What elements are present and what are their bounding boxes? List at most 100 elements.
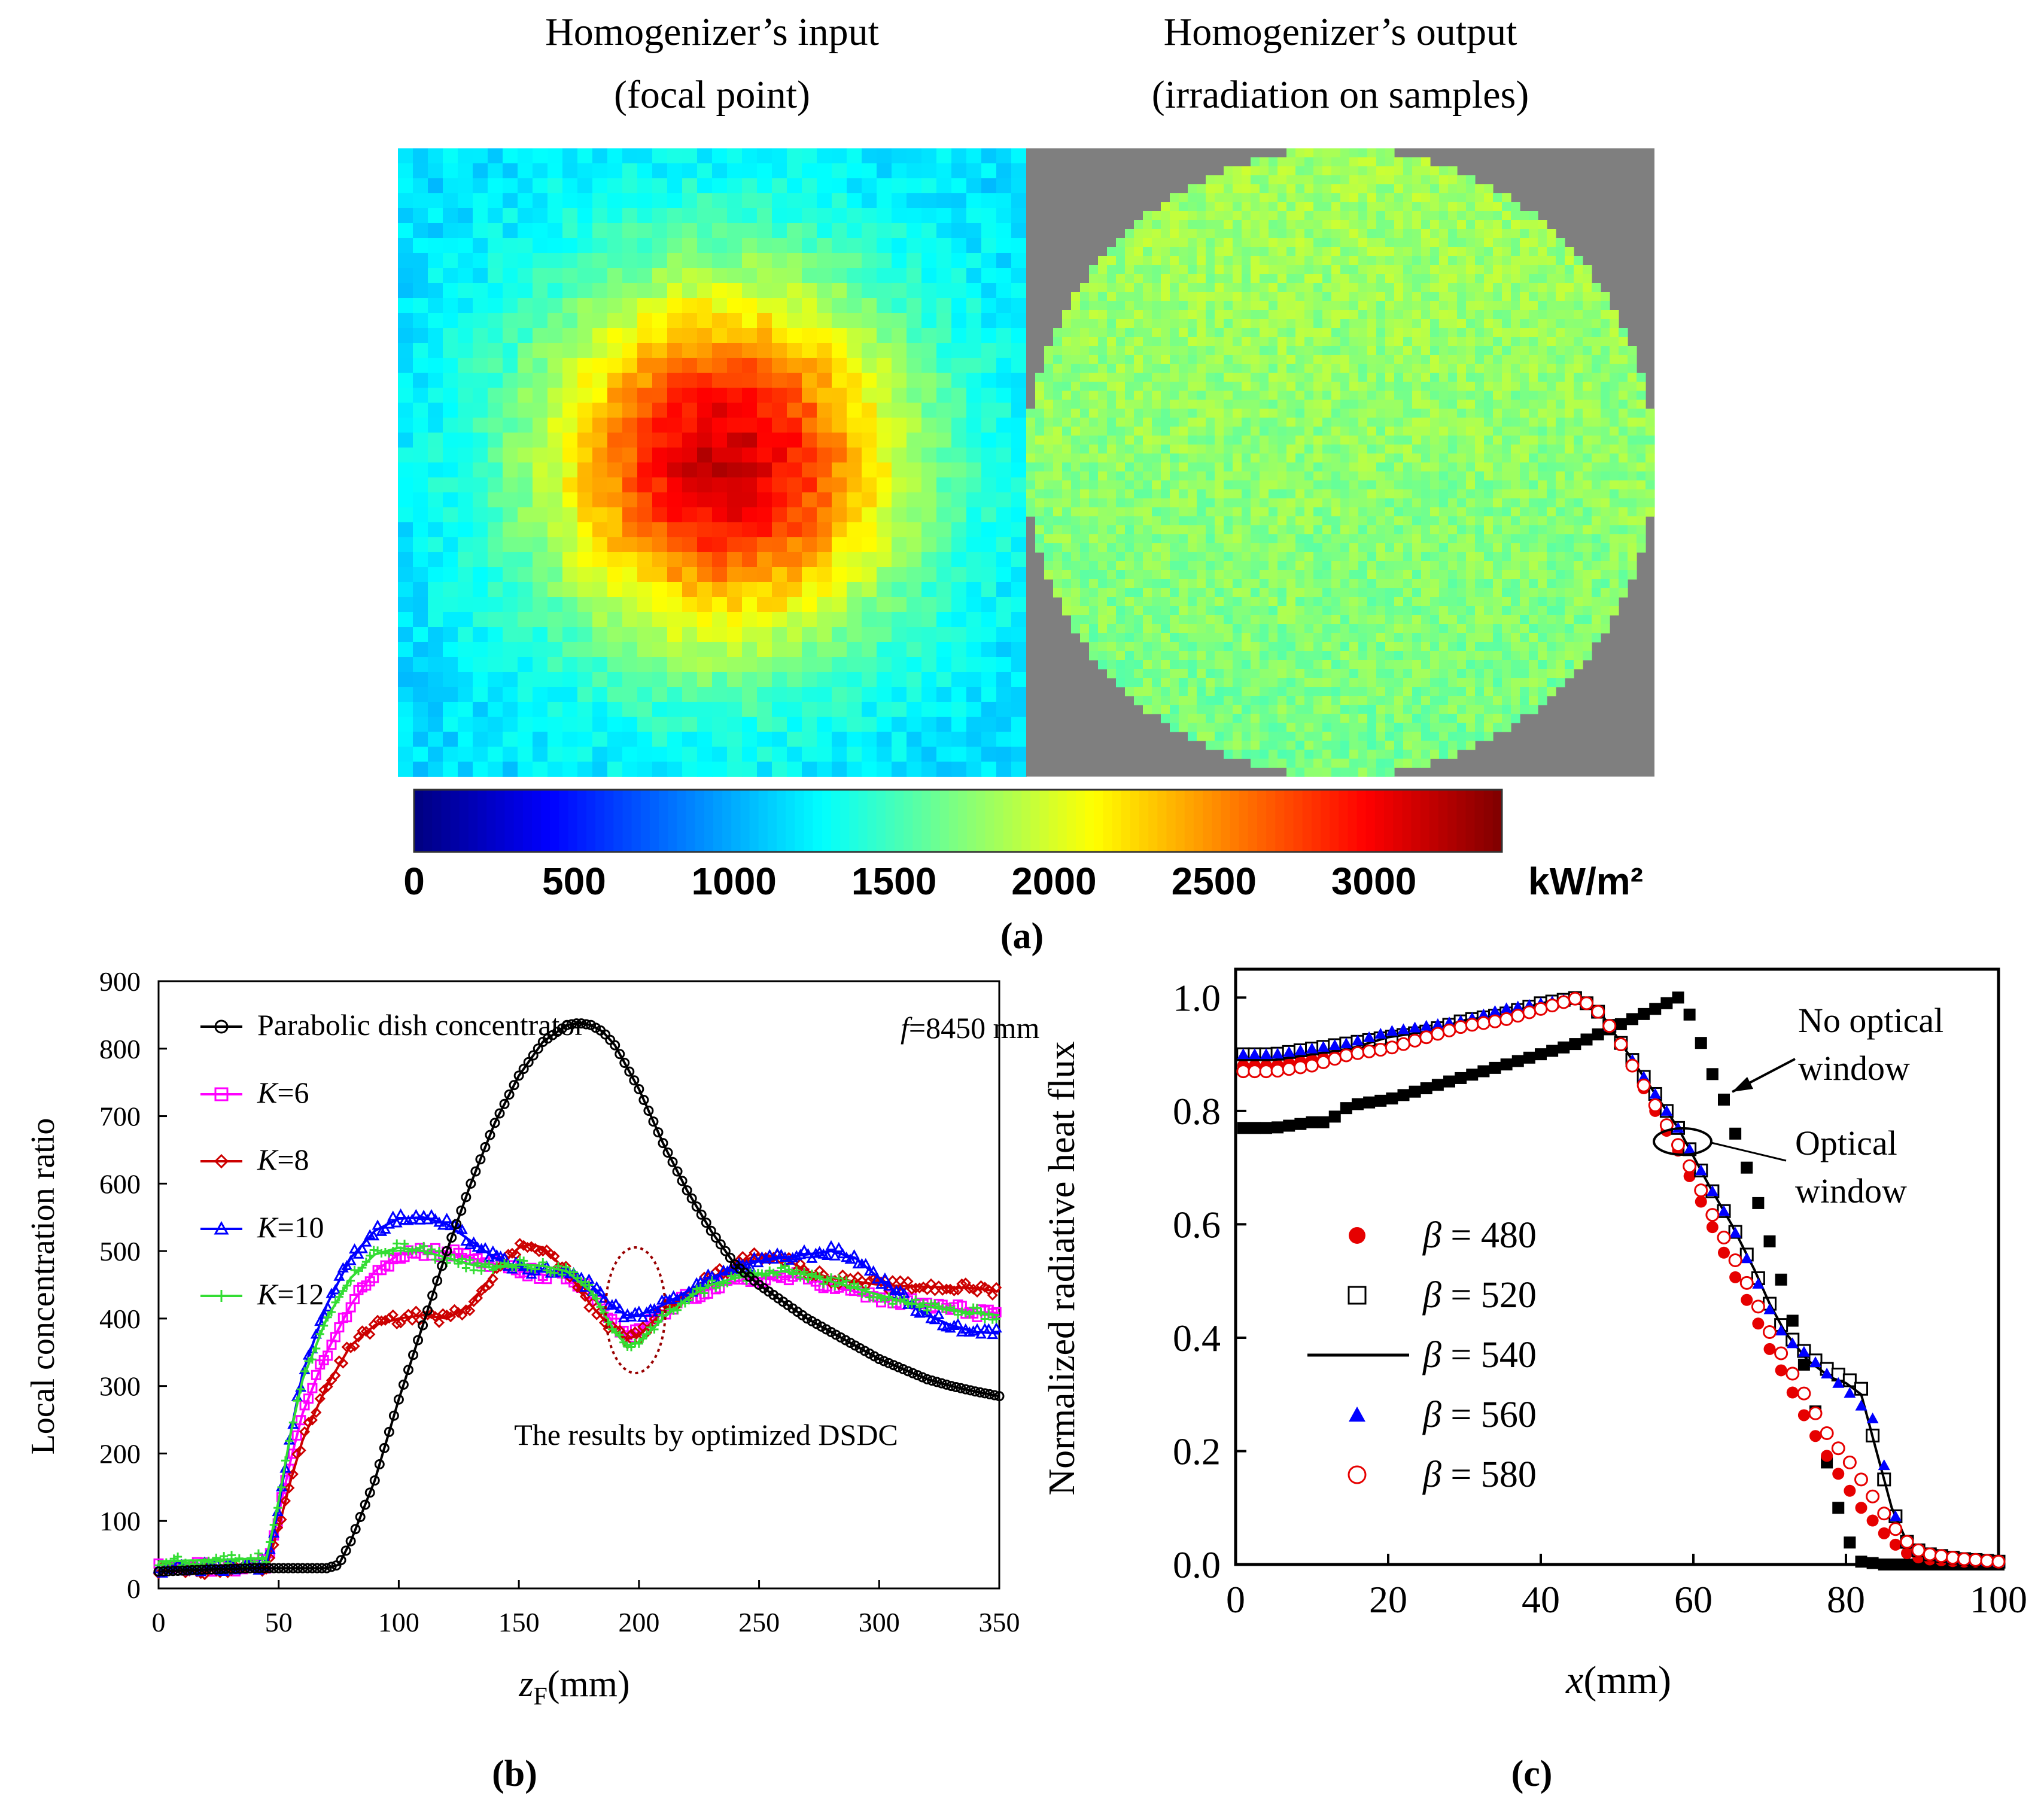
input-heatmap-cell — [592, 672, 608, 687]
input-heatmap-cell — [518, 747, 533, 762]
input-heatmap-cell — [637, 582, 653, 598]
output-heatmap-cell — [1242, 606, 1251, 616]
input-heatmap-cell — [607, 193, 623, 209]
output-heatmap-cell — [1322, 400, 1332, 409]
output-heatmap-cell — [1044, 364, 1054, 373]
output-heatmap-cell — [1134, 301, 1143, 311]
output-heatmap-cell — [1421, 256, 1431, 266]
output-heatmap-cell — [1278, 292, 1287, 302]
output-heatmap-cell — [1107, 606, 1117, 616]
output-heatmap-cell — [1493, 588, 1502, 598]
output-heatmap-cell — [1224, 319, 1233, 328]
output-heatmap-cell — [1385, 193, 1395, 203]
input-heatmap-cell — [488, 642, 503, 658]
output-heatmap-cell — [1484, 561, 1494, 571]
output-heatmap-cell — [1637, 489, 1646, 499]
output-heatmap-cell — [1340, 516, 1350, 526]
input-heatmap-cell — [667, 163, 683, 179]
output-heatmap-cell — [1260, 373, 1269, 382]
input-heatmap-cell — [607, 612, 623, 628]
output-heatmap-cell — [1304, 579, 1314, 589]
output-heatmap-cell — [1574, 624, 1583, 634]
output-heatmap-cell — [1143, 211, 1152, 221]
output-heatmap-cell — [1484, 409, 1494, 418]
output-heatmap-cell — [1197, 256, 1206, 266]
input-heatmap-cell — [682, 193, 698, 209]
output-heatmap-cell — [1269, 310, 1278, 319]
input-heatmap-cell — [757, 343, 772, 358]
input-heatmap-cell — [921, 537, 937, 553]
output-heatmap-cell — [1475, 418, 1485, 427]
input-heatmap-cell — [996, 657, 1012, 672]
output-heatmap-cell — [1601, 579, 1610, 589]
output-heatmap-cell — [1367, 400, 1377, 409]
output-heatmap-cell — [1035, 382, 1045, 391]
output-heatmap-cell — [1466, 292, 1476, 302]
input-heatmap-cell — [877, 582, 892, 598]
output-heatmap-cell — [1385, 256, 1395, 266]
output-heatmap-cell — [1574, 579, 1583, 589]
input-heatmap-cell — [443, 477, 458, 493]
output-heatmap-cell — [1520, 436, 1529, 445]
output-heatmap-cell — [1295, 597, 1305, 607]
output-heatmap-cell — [1322, 184, 1332, 194]
input-heatmap-cell — [548, 328, 563, 343]
output-heatmap-cell — [1529, 364, 1538, 373]
output-heatmap-cell — [1322, 337, 1332, 346]
input-heatmap-cell — [981, 448, 997, 463]
output-heatmap-cell — [1278, 561, 1287, 571]
output-heatmap-cell — [1574, 427, 1583, 436]
output-heatmap-cell — [1053, 507, 1063, 517]
input-heatmap-cell — [458, 462, 473, 478]
output-heatmap-cell — [1278, 427, 1287, 436]
output-heatmap-cell — [1439, 418, 1449, 427]
input-heatmap-cell — [787, 178, 802, 194]
output-heatmap-cell — [1322, 462, 1332, 472]
output-heatmap-cell — [1583, 489, 1592, 499]
input-heatmap-cell — [892, 223, 907, 239]
input-heatmap-cell — [428, 747, 443, 762]
output-heatmap-cell — [1538, 543, 1547, 553]
output-heatmap-cell — [1394, 498, 1404, 508]
output-heatmap-cell — [1448, 462, 1458, 472]
input-heatmap-cell — [473, 717, 488, 732]
output-heatmap-cell — [1376, 597, 1386, 607]
output-heatmap-cell — [1179, 498, 1188, 508]
input-heatmap-cell — [413, 702, 428, 717]
output-heatmap-cell — [1286, 400, 1296, 409]
input-heatmap-cell — [802, 223, 817, 239]
input-heatmap-cell — [892, 492, 907, 508]
output-heatmap-cell — [1260, 391, 1269, 400]
input-heatmap-cell — [488, 283, 503, 299]
output-heatmap-cell — [1116, 489, 1126, 499]
output-heatmap-cell — [1251, 606, 1260, 616]
output-heatmap-cell — [1556, 445, 1565, 454]
output-heatmap-cell — [1376, 319, 1386, 328]
output-heatmap-cell — [1313, 409, 1323, 418]
output-heatmap-cell — [1313, 265, 1323, 275]
input-heatmap-cell — [832, 687, 847, 702]
output-heatmap-cell — [1394, 633, 1404, 643]
input-heatmap-cell — [996, 163, 1012, 179]
output-heatmap-cell — [1493, 193, 1502, 203]
output-heatmap-cell — [1556, 337, 1565, 346]
output-heatmap-cell — [1143, 391, 1152, 400]
input-heatmap-cell — [981, 193, 997, 209]
output-heatmap-cell — [1385, 400, 1395, 409]
input-heatmap-cell — [488, 343, 503, 358]
input-heatmap-cell — [862, 612, 877, 628]
input-heatmap-cell — [727, 567, 743, 583]
input-heatmap-cell — [428, 238, 443, 254]
output-heatmap-cell — [1197, 498, 1206, 508]
output-heatmap-cell — [1197, 436, 1206, 445]
input-heatmap-cell — [682, 298, 698, 313]
output-heatmap-cell — [1610, 561, 1619, 571]
input-heatmap-cell — [727, 433, 743, 448]
output-heatmap-cell — [1206, 256, 1215, 266]
output-heatmap-cell — [1313, 247, 1323, 257]
input-heatmap-cell — [951, 537, 967, 553]
output-heatmap-cell — [1278, 175, 1287, 185]
input-heatmap-cell — [742, 492, 758, 508]
input-heatmap-cell — [443, 193, 458, 209]
output-heatmap-cell — [1224, 256, 1233, 266]
